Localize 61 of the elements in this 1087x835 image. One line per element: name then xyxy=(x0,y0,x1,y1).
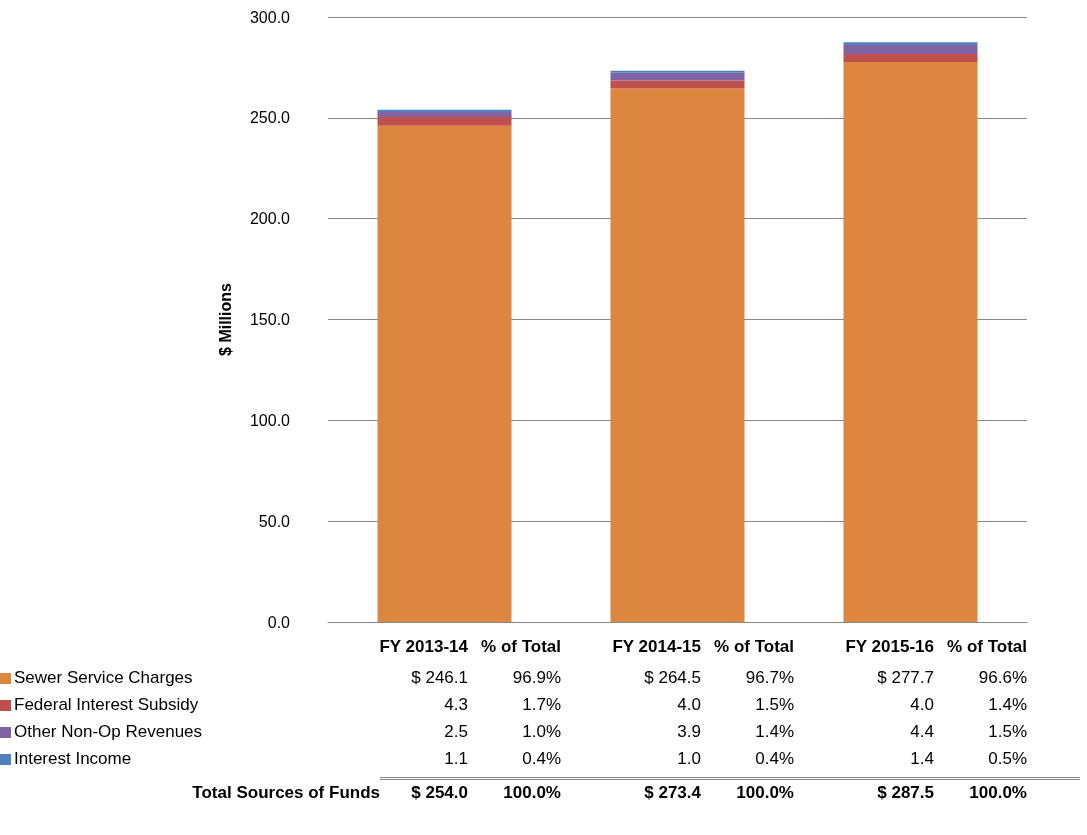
data-label: 1.4 xyxy=(909,749,934,769)
data-label: $ 264.5 xyxy=(643,668,701,688)
text: $ 287.5 xyxy=(876,783,934,803)
text: $ 273.4 xyxy=(643,783,701,803)
text: 1.5% xyxy=(754,695,794,715)
bar xyxy=(843,61,978,622)
data-label: 1.1 xyxy=(443,749,468,769)
y-tick-label: 300.0 xyxy=(249,8,291,26)
bar xyxy=(377,117,512,126)
bar xyxy=(610,72,745,81)
text: 1.0% xyxy=(521,722,561,742)
data-label: $ 246.1 xyxy=(410,668,468,688)
bar xyxy=(377,109,512,112)
data-label: $ 277.7 xyxy=(876,668,934,688)
data-label: 4.3 xyxy=(443,695,468,715)
bar xyxy=(377,125,512,622)
y-tick-label: 150.0 xyxy=(249,311,291,328)
legend-label: Interest Income xyxy=(14,749,133,769)
x-tick-label: FY 2014-15 xyxy=(611,637,701,657)
text: 1.5% xyxy=(987,722,1027,742)
text: % of Total xyxy=(947,637,1027,656)
y-tick-label: 200.0 xyxy=(249,210,291,228)
text: % of Total xyxy=(480,637,561,657)
bar xyxy=(610,88,745,622)
text: 100.0% xyxy=(735,783,794,803)
text: 0.4% xyxy=(521,749,561,769)
legend-label: Federal Interest Subsidy xyxy=(14,695,200,715)
bar xyxy=(843,42,978,46)
text: 0.5% xyxy=(987,749,1027,769)
bar xyxy=(843,53,978,62)
data-label: 4.0 xyxy=(909,695,934,715)
text: 96.6% xyxy=(977,668,1027,688)
legend-label: Sewer Service Charges xyxy=(14,668,194,688)
x-tick-label: FY 2013-14 xyxy=(378,637,468,657)
text: 1.4% xyxy=(987,695,1027,715)
x-tick-label: FY 2015-16 xyxy=(844,637,934,657)
data-label: 3.9 xyxy=(676,722,701,742)
text: Total Sources of Funds xyxy=(191,783,380,803)
data-label: 1.0 xyxy=(676,749,701,769)
data-label: 4.0 xyxy=(676,695,701,715)
text: 1.4% xyxy=(754,722,794,742)
text: 100.0% xyxy=(968,783,1027,803)
text: 1.7% xyxy=(521,695,561,715)
data-label: 2.5 xyxy=(443,722,468,742)
text: 96.7% xyxy=(744,668,794,688)
bar xyxy=(843,45,978,54)
text: $ 254.0 xyxy=(411,783,468,802)
y-tick-label: 50.0 xyxy=(258,512,291,530)
y-tick-label: 0.0 xyxy=(267,613,291,631)
text: % of Total xyxy=(714,637,794,656)
text: 96.9% xyxy=(511,668,561,688)
bar xyxy=(610,70,745,73)
y-axis-title: $ Millions xyxy=(216,282,234,356)
y-tick-label: 250.0 xyxy=(249,109,291,127)
text: 100.0% xyxy=(502,783,561,803)
data-label: 4.4 xyxy=(909,722,934,742)
bar xyxy=(610,80,745,89)
bar xyxy=(377,111,512,118)
legend-label: Other Non-Op Revenues xyxy=(14,722,204,742)
text: 0.4% xyxy=(754,749,794,769)
y-tick-label: 100.0 xyxy=(249,411,291,429)
